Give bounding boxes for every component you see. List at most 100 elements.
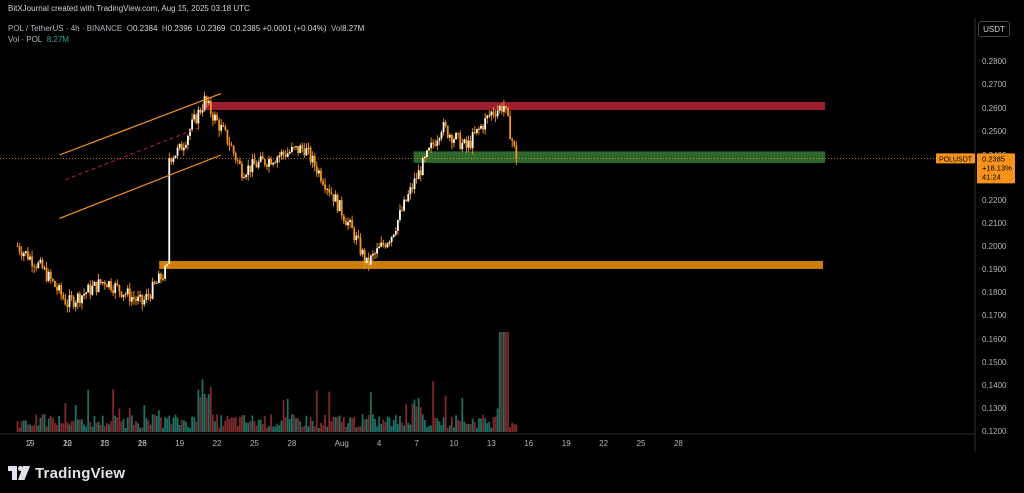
candle-body [488,115,491,117]
candle-body [247,165,250,176]
volume-bar [168,415,171,432]
y-tick-label: 0.1900 [982,265,1007,274]
symbol-name[interactable]: POL / TetherUS · 4h · BINANCE [8,24,123,33]
volume-bar [315,390,318,432]
candle-body [492,111,495,115]
candle-body [426,150,428,157]
volume-bar [473,421,476,432]
volume-bar [365,418,368,432]
tradingview-logo[interactable]: TradingView [8,464,125,482]
candle-body [108,281,110,288]
candle-body [228,143,231,146]
candle-body [376,248,378,254]
candle-body [293,147,295,148]
volume-bar [180,419,183,432]
volume-bar [114,415,117,432]
candle-body [37,262,40,268]
volume-bar [29,424,31,432]
volume-bar [124,427,127,432]
candle-body [209,100,212,114]
volume-bar [72,420,75,432]
channel-mid-line[interactable] [65,125,203,181]
channel-upper-line[interactable] [59,93,222,156]
channel-lower-line[interactable] [59,154,222,219]
support-zone[interactable] [159,260,824,269]
candle-body [197,109,200,124]
volume-bar [141,427,144,432]
x-tick-label: 19 [175,439,184,448]
candle-body [155,282,158,284]
volume-bar [507,332,509,432]
candle-body [180,143,183,151]
volume-bar [475,427,478,432]
volume-bar [149,424,152,432]
volume-bar [207,394,210,432]
candle-body [18,246,21,252]
candle-body [226,129,229,144]
y-axis: 0.28000.27000.26000.25000.24000.22000.21… [982,57,1007,436]
candle-body [43,267,46,269]
volume-bar [93,415,96,432]
volume-bar [386,416,389,432]
volume-bar [261,424,264,432]
volume-bar [20,421,23,432]
chart-credit: BitXJournal created with TradingView.com… [8,4,250,13]
volume-bar [446,427,449,432]
volume-bar [197,389,200,432]
volume-bar [320,422,322,432]
volume-bar [286,398,289,432]
candle-body [199,109,202,113]
volume-bar [448,425,451,432]
x-tick-label: 25 [250,439,259,448]
candle-body [116,283,119,285]
volume-bar [249,420,252,432]
candle-body [423,156,426,159]
volume-legend-label[interactable]: Vol · POL [8,35,43,44]
candle-body [496,110,499,117]
volume-bar [130,415,133,432]
resistance-zone[interactable] [202,102,825,110]
volume-bar [409,424,412,432]
candle-body [276,157,279,163]
candle-body [405,199,408,202]
symbol-legend[interactable]: POL / TetherUS · 4h · BINANCE O0.2384 H0… [8,24,364,33]
volume-bar [490,427,493,432]
volume-bar [47,418,50,432]
candle-body [384,244,387,248]
candle-body [361,249,364,255]
volume-bar [64,403,67,432]
x-tick-label: 19 [562,439,571,448]
candle-body [357,235,360,238]
candle-body [241,163,243,179]
volume-bar [91,426,94,432]
volume-bar [56,424,58,432]
demand-zone[interactable] [413,151,825,163]
candle-body [137,296,139,301]
volume-bar [85,426,88,432]
x-tick-label: 28 [287,439,296,448]
candle-body [195,114,198,124]
volume-bar [70,421,73,432]
y-tick-label: 0.2200 [982,196,1007,205]
volume-bar [172,417,175,432]
candle-body [118,284,121,292]
candle-body [259,156,262,162]
volume-bar [382,419,385,432]
x-tick-label: 22 [599,439,608,448]
volume-bar [66,422,69,432]
currency-button[interactable]: USDT [978,21,1010,37]
candle-body [45,267,48,282]
volume-bar [465,423,468,432]
volume-bar [135,420,137,432]
candle-body [345,221,347,226]
volume-bar [334,417,337,432]
volume-bar [83,424,85,432]
candle-body [494,114,497,117]
candle-body [311,155,314,163]
volume-bar [480,418,482,432]
candle-body [295,146,297,148]
y-tick-label: 0.2500 [982,127,1007,136]
volume-bar [326,426,329,432]
volume-legend[interactable]: Vol · POL 8.27M [8,35,69,44]
